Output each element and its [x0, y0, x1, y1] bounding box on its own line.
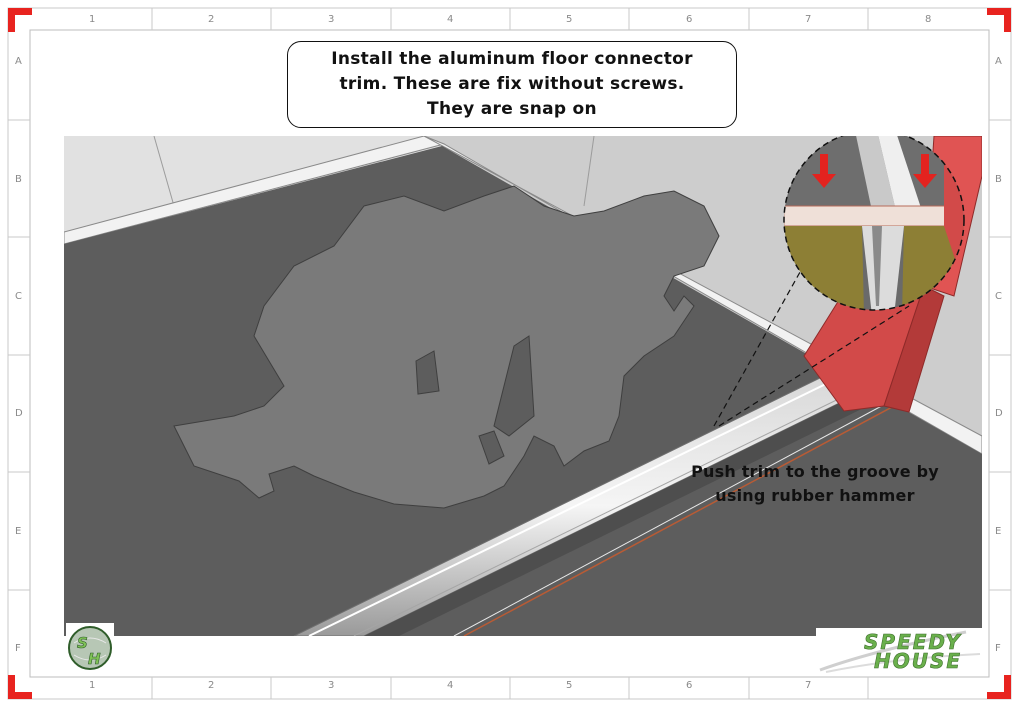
corner-mark	[987, 692, 1011, 699]
column-label: 4	[447, 680, 454, 691]
logo-word: SPEEDY	[864, 630, 962, 655]
column-label: 4	[447, 14, 454, 25]
row-label: C	[995, 291, 1002, 302]
column-label: 3	[328, 680, 335, 691]
instruction-callout: Install the aluminum floor connector tri…	[287, 41, 737, 128]
row-label: D	[995, 408, 1003, 419]
column-label: 8	[925, 14, 932, 25]
magnifier-outline	[783, 136, 965, 311]
corner-mark	[8, 692, 32, 699]
corner-mark	[8, 8, 32, 15]
corner-mark	[8, 8, 15, 32]
row-label: E	[995, 526, 1002, 537]
row-label: F	[15, 643, 21, 654]
logo-word: HOUSE	[874, 649, 963, 674]
note-line: Push trim to the groove by	[691, 462, 939, 481]
column-label: 5	[566, 680, 573, 691]
column-label: 1	[89, 14, 96, 25]
row-label: D	[15, 408, 23, 419]
row-label: B	[995, 174, 1002, 185]
sh-logo: S H	[66, 623, 114, 673]
red-arrow-icon	[812, 154, 836, 188]
column-label: 3	[328, 14, 335, 25]
hammer-note: Push trim to the groove by using rubber …	[650, 460, 980, 508]
detail-magnifier	[784, 136, 964, 310]
corner-mark	[8, 675, 15, 699]
column-label: 2	[208, 680, 215, 691]
logo-letter: H	[88, 650, 101, 668]
row-label: B	[15, 174, 22, 185]
callout-line: They are snap on	[427, 99, 597, 119]
logo-swoosh-icon	[819, 630, 981, 673]
callout-line: trim. These are fix without screws.	[339, 74, 685, 94]
corner-mark	[1004, 8, 1011, 32]
row-label: A	[995, 56, 1002, 67]
column-label: 2	[208, 14, 215, 25]
row-label: F	[995, 643, 1001, 654]
row-label: E	[15, 526, 22, 537]
worker-shadow	[173, 185, 720, 509]
corner-mark	[987, 8, 1011, 15]
corner-mark	[1004, 675, 1011, 699]
logo-letter: S	[77, 634, 88, 652]
speedy-house-logo: SPEEDY HOUSE	[816, 628, 984, 674]
leader-line	[713, 255, 810, 427]
leader-line	[718, 305, 910, 427]
column-label: 6	[686, 14, 693, 25]
row-label: C	[15, 291, 22, 302]
column-label: 7	[805, 680, 812, 691]
skirting-right	[423, 136, 982, 455]
column-label: 7	[805, 14, 812, 25]
column-label: 6	[686, 680, 693, 691]
floor-scene-illustration	[64, 136, 982, 636]
column-label: 1	[89, 680, 96, 691]
row-label: A	[15, 56, 22, 67]
red-arrow-icon	[913, 154, 937, 188]
column-label: 5	[566, 14, 573, 25]
callout-line: Install the aluminum floor connector	[331, 49, 693, 69]
note-line: using rubber hammer	[715, 486, 915, 505]
